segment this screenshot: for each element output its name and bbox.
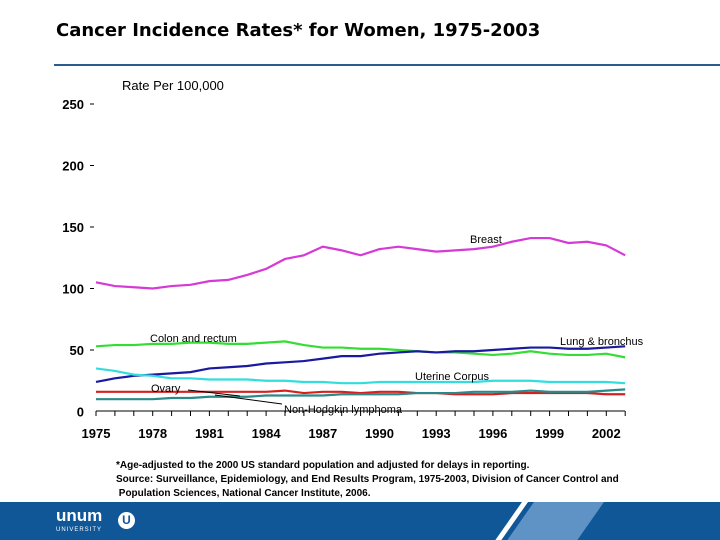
series-line-lung-bronchus bbox=[95, 345, 626, 384]
x-tick-label: 1981 bbox=[195, 426, 224, 441]
source-line-1: Source: Surveillance, Epidemiology, and … bbox=[116, 474, 619, 485]
series-line-uterine-corpus bbox=[95, 367, 626, 385]
source-line-2: Population Sciences, National Cancer Ins… bbox=[116, 488, 371, 499]
series-label: Breast bbox=[470, 234, 502, 246]
series-line-non-hodgkin-lymphoma bbox=[96, 388, 626, 401]
x-tick-label: 1993 bbox=[422, 426, 451, 441]
ovary-leader bbox=[187, 389, 241, 397]
x-tick-label: 1984 bbox=[252, 426, 282, 441]
series-line-ovary bbox=[96, 389, 626, 396]
unum-logo: unum UNIVERSITY bbox=[56, 507, 102, 534]
y-tick-label: 100 bbox=[62, 282, 84, 297]
series-label: Lung & bronchus bbox=[560, 336, 644, 348]
series-line-breast bbox=[95, 236, 626, 290]
y-tick-label: 250 bbox=[62, 97, 84, 112]
footnote: *Age-adjusted to the 2000 US standard po… bbox=[116, 460, 530, 471]
logo-mark: U bbox=[118, 512, 135, 529]
series-label: Ovary bbox=[151, 383, 181, 395]
chart-title: Cancer Incidence Rates* for Women, 1975-… bbox=[56, 20, 541, 41]
footnote-block: *Age-adjusted to the 2000 US standard po… bbox=[116, 459, 619, 501]
x-tick-label: 1996 bbox=[478, 426, 507, 441]
series-line-colon-and-rectum bbox=[95, 340, 626, 359]
line-chart: Rate Per 100,000 0 50 100 150 200 250 1975 1978 1… bbox=[62, 78, 644, 441]
title-rule bbox=[54, 64, 720, 66]
y-tick-label: 200 bbox=[62, 159, 84, 174]
y-tick-label: 50 bbox=[70, 343, 84, 358]
x-tick-label: 1999 bbox=[535, 426, 564, 441]
y-axis-label: Rate Per 100,000 bbox=[122, 78, 224, 93]
series-label: Non-Hodgkin lymphoma bbox=[284, 404, 403, 416]
x-tick-label: 1987 bbox=[308, 426, 337, 441]
x-tick-label: 1978 bbox=[138, 426, 167, 441]
logo-sub: UNIVERSITY bbox=[56, 527, 103, 533]
footer-band bbox=[0, 502, 720, 540]
x-tick-label: 1990 bbox=[365, 426, 394, 441]
nhl-leader bbox=[214, 394, 283, 405]
series-label: Uterine Corpus bbox=[415, 371, 489, 383]
x-tick-label: 2002 bbox=[592, 426, 621, 441]
y-tick-label: 150 bbox=[62, 220, 84, 235]
x-tick-label: 1975 bbox=[82, 426, 111, 441]
logo-name: unum bbox=[56, 506, 103, 525]
y-tick-label: 0 bbox=[77, 405, 84, 420]
series-label: Colon and rectum bbox=[150, 333, 237, 345]
